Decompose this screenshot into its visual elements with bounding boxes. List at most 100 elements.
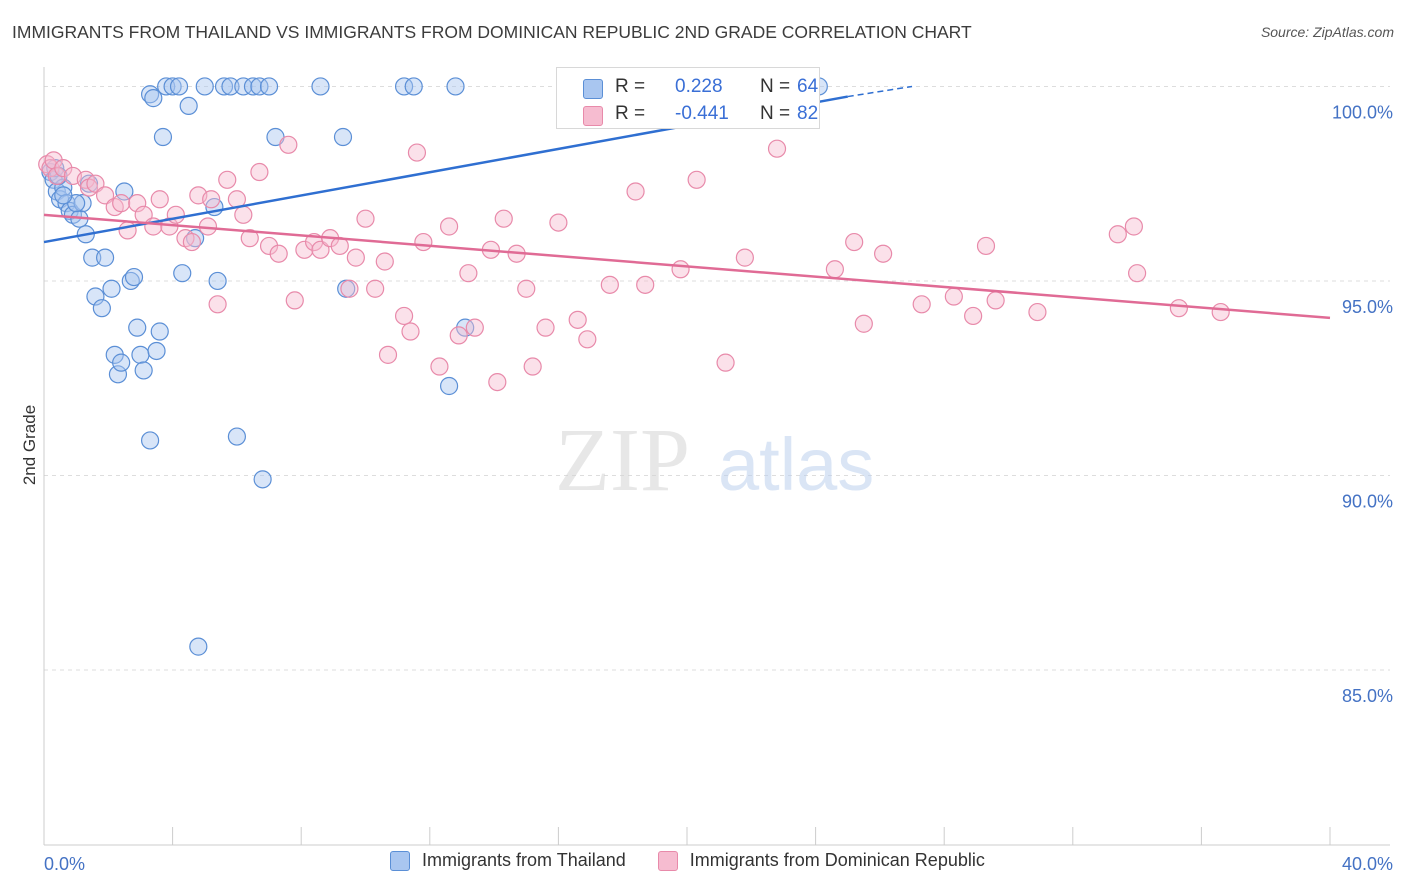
dominican-point [845,232,864,252]
n-value: 64 [797,76,819,97]
thailand-point [163,77,182,96]
thailand-point [86,287,105,306]
thailand-point [189,637,208,656]
dominican-point [250,162,269,182]
legend-label-thailand: Immigrants from Thailand [422,850,626,870]
dominican-point [488,372,507,392]
dominican-point [407,143,427,162]
thailand-point [439,376,459,396]
thailand-point [234,77,253,96]
dominican-point [279,135,298,154]
thailand-point [73,194,92,213]
dominican-point [378,345,398,364]
dominican-point [944,287,963,306]
dominican-point [523,357,542,376]
thailand-point [131,345,150,364]
thailand-point [404,77,423,96]
dominican-point [182,232,201,252]
dominican-point [311,240,330,259]
dominican-point [269,244,288,263]
dominican-point [1108,225,1127,244]
n-label: N = [760,103,791,124]
thailand-point [214,77,234,96]
legend-item-thailand[interactable]: Immigrants from Thailand [390,850,626,871]
dominican-point [208,295,227,314]
dominican-point [340,279,359,298]
thailand-point [83,248,102,267]
thailand-point [153,127,173,147]
thailand-point [95,248,115,267]
legend-swatch-dominican [657,850,678,871]
y-tick-label: 90.0% [1342,491,1393,511]
dominican-point [626,182,645,201]
thailand-point [227,427,246,446]
dominican-point [465,318,484,337]
thailand-point [446,77,465,96]
dominican-point [202,190,221,209]
watermark: ZIP atlas [555,411,874,510]
watermark-zip: ZIP [555,411,690,510]
dominican-point [54,159,73,178]
dominican-point [401,322,420,341]
dominican-point [430,357,449,376]
thailand-point [208,271,227,291]
dominican-point [578,330,597,349]
stats-swatch-thailand [583,79,603,99]
thailand-point [147,341,166,361]
dominican-point [449,326,468,345]
dominican-point [874,244,893,263]
legend-item-dominican[interactable]: Immigrants from Dominican Republic [657,850,985,871]
dominican-point [414,232,433,252]
dominican-point [536,318,555,337]
dominican-point [166,205,185,224]
r-label: R = [615,103,646,124]
dominican-point [1028,302,1047,322]
dominican-point [854,314,873,333]
tick-labels: 85.0% 90.0% 95.0% 100.0% 0.0% 40.0% [44,102,1393,874]
dominican-point [1124,217,1143,236]
dominican-point [986,291,1005,310]
dominican-point [112,194,131,213]
thailand-point [102,279,121,298]
trend-line-thailand-extension [847,85,913,98]
dominican-point [150,190,169,209]
legend: Immigrants from Thailand Immigrants from… [390,850,1017,871]
dominican-point [86,174,105,193]
thailand-point [144,89,163,108]
thailand-point [394,77,414,96]
dominican-point [735,248,754,267]
dominican-point [95,186,115,205]
r-value: -0.441 [675,103,729,124]
thailand-point [134,361,153,380]
dominican-point [459,264,478,283]
dominican-point [375,252,394,271]
thailand-point [128,318,147,337]
thailand-point [54,178,73,197]
thailand-point [124,267,144,287]
dominican-point [687,170,706,189]
watermark-atlas: atlas [718,423,874,506]
thailand-point [179,96,198,116]
dominican-point [636,275,655,294]
thailand-point [108,365,128,384]
dominican-point [259,236,279,256]
dominican-point [825,260,844,279]
thailand-point [253,470,272,489]
chart-title: IMMIGRANTS FROM THAILAND VS IMMIGRANTS F… [12,22,972,42]
dominican-point [234,205,253,224]
dominican-point [716,353,735,372]
dominican-point [517,279,536,298]
thailand-point [112,353,131,372]
r-value: 0.228 [675,76,723,97]
x-tick-label: 0.0% [44,854,85,874]
thailand-point [92,299,111,318]
dominican-point [976,236,996,256]
y-tick-label: 100.0% [1332,102,1393,122]
dominican-point [912,295,931,314]
dominican-point [1127,264,1147,283]
thailand-point [333,127,353,147]
y-tick-label: 95.0% [1342,297,1393,317]
y-tick-label: 85.0% [1342,686,1393,706]
dominican-point [394,306,414,326]
